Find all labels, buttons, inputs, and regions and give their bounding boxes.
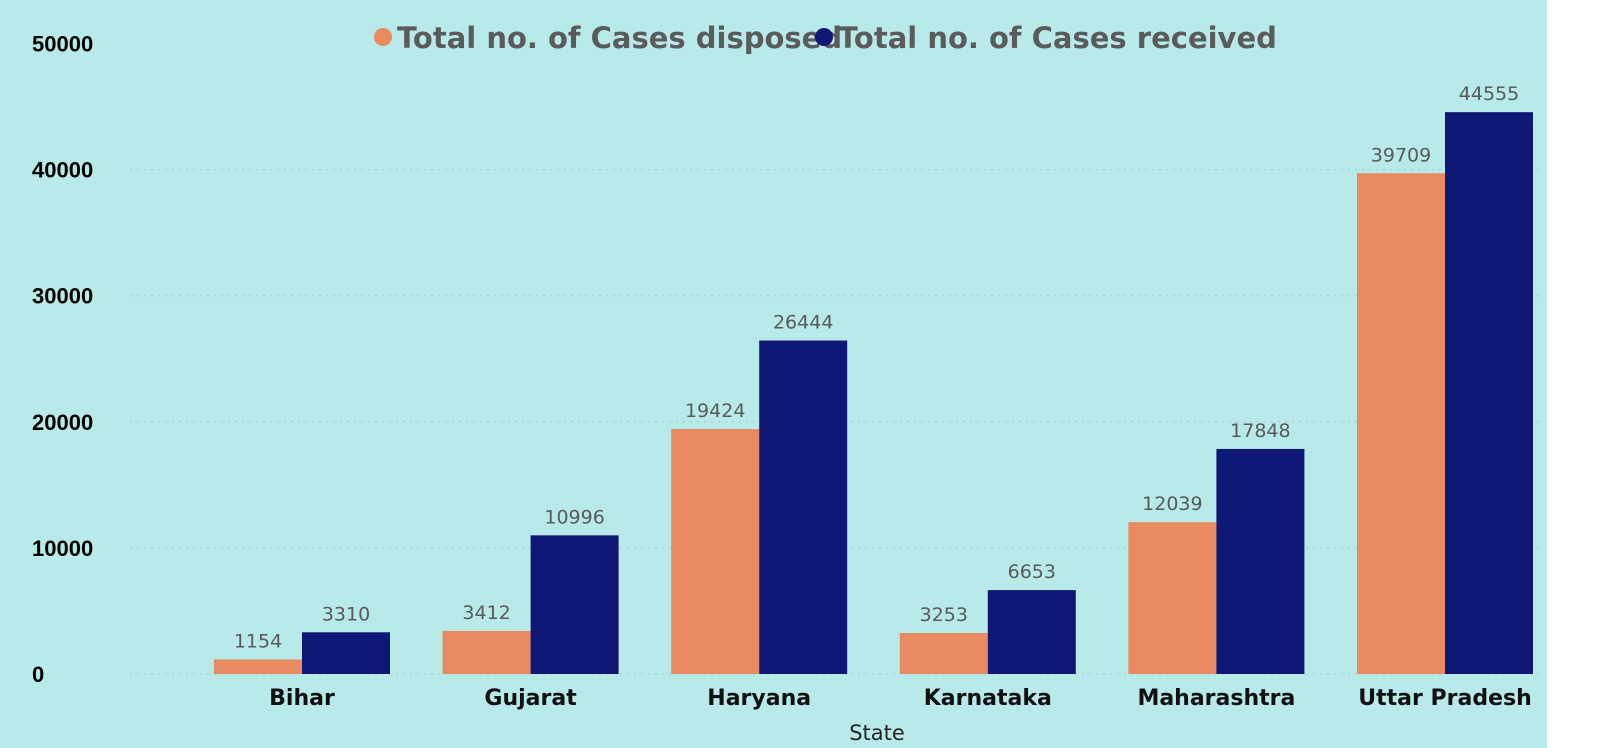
y-tick-label-20000: 20000 bbox=[32, 410, 93, 435]
data-label-gujarat-disposed: 3412 bbox=[462, 602, 510, 624]
legend-marker-disposed bbox=[374, 28, 392, 46]
data-label-uttar-pradesh-received: 44555 bbox=[1459, 83, 1519, 105]
legend-label-disposed: Total no. of Cases disposed bbox=[397, 21, 842, 55]
x-axis-title: State bbox=[849, 721, 905, 745]
x-tick-label-uttar-pradesh: Uttar Pradesh bbox=[1358, 686, 1532, 711]
legend-label-received: Total no. of Cases received bbox=[838, 21, 1277, 55]
bar-gujarat-disposed bbox=[442, 630, 531, 674]
data-label-karnataka-disposed: 3253 bbox=[920, 604, 968, 626]
y-tick-label-0: 0 bbox=[32, 662, 44, 687]
bar-maharashtra-received bbox=[1216, 448, 1305, 674]
bar-uttar-pradesh-received bbox=[1445, 112, 1533, 675]
x-tick-label-haryana: Haryana bbox=[707, 686, 811, 711]
data-label-haryana-disposed: 19424 bbox=[685, 400, 745, 422]
data-label-bihar-disposed: 1154 bbox=[234, 630, 282, 652]
data-label-haryana-received: 26444 bbox=[773, 312, 833, 334]
y-axis: 0 10000 20000 30000 40000 50000 bbox=[32, 32, 93, 688]
y-tick-label-50000: 50000 bbox=[32, 32, 93, 57]
bar-haryana-disposed bbox=[671, 429, 760, 674]
bar-karnataka-received bbox=[987, 590, 1076, 674]
data-label-maharashtra-disposed: 12039 bbox=[1142, 493, 1202, 515]
legend-marker-received bbox=[815, 28, 833, 46]
x-axis: Bihar Gujarat Haryana Karnataka Maharashtra U… bbox=[269, 686, 1532, 711]
data-label-maharashtra-received: 17848 bbox=[1230, 420, 1290, 442]
bar-bihar-received bbox=[302, 632, 390, 674]
x-tick-label-maharashtra: Maharashtra bbox=[1137, 686, 1295, 711]
bar-haryana-received bbox=[759, 340, 848, 674]
data-label-gujarat-received: 10996 bbox=[544, 506, 604, 528]
x-tick-label-bihar: Bihar bbox=[269, 686, 335, 711]
chart-panel: Total no. of Cases disposed Total no. of … bbox=[0, 0, 1547, 748]
data-label-uttar-pradesh-disposed: 39709 bbox=[1371, 144, 1431, 166]
x-tick-label-karnataka: Karnataka bbox=[924, 686, 1052, 711]
y-tick-label-10000: 10000 bbox=[32, 536, 93, 561]
data-labels: 1154 3310 3412 10996 19424 26444 3253 6653 12039… bbox=[234, 83, 1519, 652]
data-label-bihar-received: 3310 bbox=[322, 603, 370, 625]
y-tick-label-30000: 30000 bbox=[32, 284, 93, 309]
bar-karnataka-disposed bbox=[899, 632, 988, 674]
x-tick-label-gujarat: Gujarat bbox=[484, 686, 577, 711]
data-label-karnataka-received: 6653 bbox=[1008, 561, 1056, 583]
bar-uttar-pradesh-disposed bbox=[1357, 173, 1445, 674]
bar-maharashtra-disposed bbox=[1128, 522, 1217, 674]
y-tick-label-40000: 40000 bbox=[32, 158, 93, 183]
bars bbox=[214, 112, 1533, 675]
bar-gujarat-received bbox=[530, 535, 619, 674]
bar-bihar-disposed bbox=[214, 659, 302, 674]
